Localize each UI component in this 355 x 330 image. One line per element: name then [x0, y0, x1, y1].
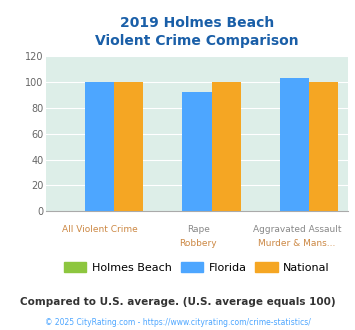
- Bar: [182, 92, 212, 211]
- Bar: [114, 82, 143, 211]
- Bar: [280, 78, 309, 211]
- Legend: Holmes Beach, Florida, National: Holmes Beach, Florida, National: [60, 257, 334, 277]
- Text: Murder & Mans...: Murder & Mans...: [258, 239, 336, 248]
- Text: Robbery: Robbery: [180, 239, 217, 248]
- Text: Compared to U.S. average. (U.S. average equals 100): Compared to U.S. average. (U.S. average …: [20, 297, 335, 307]
- Title: 2019 Holmes Beach
Violent Crime Comparison: 2019 Holmes Beach Violent Crime Comparis…: [95, 16, 299, 48]
- Bar: [309, 82, 338, 211]
- Bar: [212, 82, 241, 211]
- Text: © 2025 CityRating.com - https://www.cityrating.com/crime-statistics/: © 2025 CityRating.com - https://www.city…: [45, 318, 310, 327]
- Text: Rape: Rape: [187, 225, 210, 234]
- Bar: [85, 82, 114, 211]
- Text: All Violent Crime: All Violent Crime: [62, 225, 137, 234]
- Text: Aggravated Assault: Aggravated Assault: [253, 225, 342, 234]
